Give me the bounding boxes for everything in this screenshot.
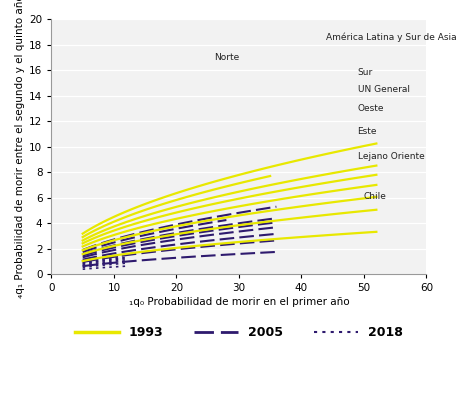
X-axis label: ₁q₀ Probabilidad de morir en el primer año: ₁q₀ Probabilidad de morir en el primer a… bbox=[128, 297, 349, 307]
Y-axis label: ₄q₁ Probabilidad de morir entre el segundo y el quinto año: ₄q₁ Probabilidad de morir entre el segun… bbox=[15, 0, 25, 298]
Text: América Latina y Sur de Asia: América Latina y Sur de Asia bbox=[327, 32, 457, 41]
Text: Chile: Chile bbox=[364, 192, 387, 201]
Text: Norte: Norte bbox=[214, 53, 239, 62]
Text: Oeste: Oeste bbox=[357, 104, 384, 113]
Legend: 1993, 2005, 2018: 1993, 2005, 2018 bbox=[70, 322, 408, 344]
Text: UN General: UN General bbox=[357, 85, 410, 94]
Text: Este: Este bbox=[357, 127, 377, 136]
Text: Lejano Oriente: Lejano Oriente bbox=[357, 152, 424, 161]
Text: Sur: Sur bbox=[357, 68, 373, 77]
